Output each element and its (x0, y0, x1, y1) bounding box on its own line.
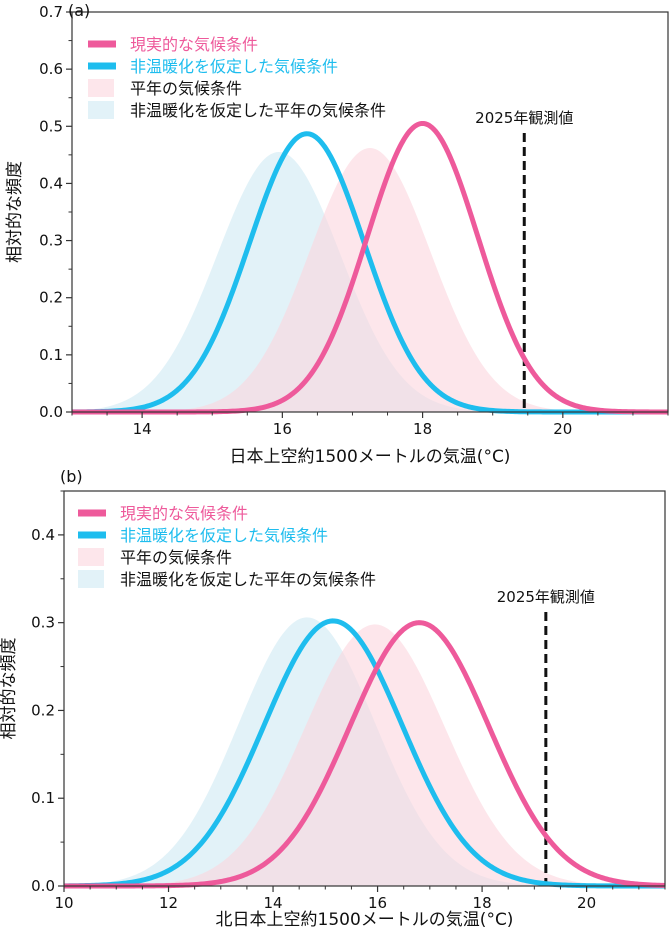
legend-label: 平年の気候条件 (120, 548, 232, 567)
legend-label: 現実的な気候条件 (130, 35, 258, 54)
panel-label: (a) (68, 1, 90, 20)
legend-line-swatch (88, 62, 116, 70)
legend-fill-swatch (78, 548, 104, 566)
y-axis-label: 相対的な頻度 (0, 638, 19, 740)
y-tick-label: 0.1 (31, 789, 55, 807)
plot-frame (63, 490, 666, 887)
y-tick-label: 0.2 (39, 289, 63, 307)
x-tick-label: 20 (553, 420, 572, 438)
legend-line-swatch (78, 531, 106, 539)
x-tick-label: 18 (413, 420, 432, 438)
legend-fill-swatch (88, 79, 114, 97)
y-tick-label: 0.5 (39, 117, 63, 135)
series-fill-normal (64, 624, 665, 886)
x-tick-label: 18 (473, 894, 492, 912)
y-tick-label: 0.2 (31, 701, 55, 719)
panel-b: 2025年観測値 10 12 14 16 18 20 0.0 0.1 0.2 0.3 0.4 (b) 北日… (0, 467, 666, 930)
legend-label: 非温暖化を仮定した平年の気候条件 (130, 101, 386, 120)
x-tick-label: 16 (368, 894, 387, 912)
y-tick-label: 0.0 (39, 403, 63, 421)
y-tick-label: 0.0 (31, 877, 55, 895)
legend-label: 非温暖化を仮定した平年の気候条件 (120, 570, 376, 589)
y-tick-label: 0.4 (31, 526, 55, 544)
y-tick-label: 0.7 (39, 3, 63, 21)
y-tick-label: 0.3 (39, 232, 63, 250)
legend-fill-swatch (88, 101, 114, 119)
y-tick-label: 0.3 (31, 614, 55, 632)
observed-label: 2025年観測値 (497, 588, 595, 606)
x-tick-label: 14 (133, 420, 152, 438)
series-fill-normal (72, 148, 668, 412)
y-tick-label: 0.1 (39, 346, 63, 364)
x-tick-label: 10 (54, 894, 73, 912)
legend-fill-swatch (78, 570, 104, 588)
x-axis-label: 北日本上空約1500メートルの気温(°C) (216, 910, 514, 930)
y-tick-label: 0.6 (39, 60, 63, 78)
x-axis-label: 日本上空約1500メートルの気温(°C) (230, 447, 511, 467)
y-tick-label: 0.4 (39, 174, 63, 192)
x-tick-label: 14 (263, 894, 282, 912)
panel-label: (b) (60, 467, 83, 486)
series-line-no-warming (63, 618, 666, 889)
x-tick-label: 16 (273, 420, 292, 438)
legend-label: 平年の気候条件 (130, 79, 242, 98)
legend-label: 非温暖化を仮定した気候条件 (120, 526, 328, 545)
panel-a: 2025年観測値 14 16 18 20 0.0 0.1 0.2 0.3 0.4 0.5 0.6 0.7… (5, 1, 669, 467)
legend-line-swatch (78, 509, 106, 517)
x-tick-label: 20 (577, 894, 596, 912)
legend-line-swatch (88, 40, 116, 48)
series-fill-no-warming-normal (72, 152, 668, 412)
legend-label: 非温暖化を仮定した気候条件 (130, 57, 338, 76)
x-tick-label: 12 (159, 894, 178, 912)
legend-label: 現実的な気候条件 (120, 504, 248, 523)
observed-label: 2025年観測値 (475, 109, 573, 127)
y-axis-label: 相対的な頻度 (5, 161, 25, 263)
